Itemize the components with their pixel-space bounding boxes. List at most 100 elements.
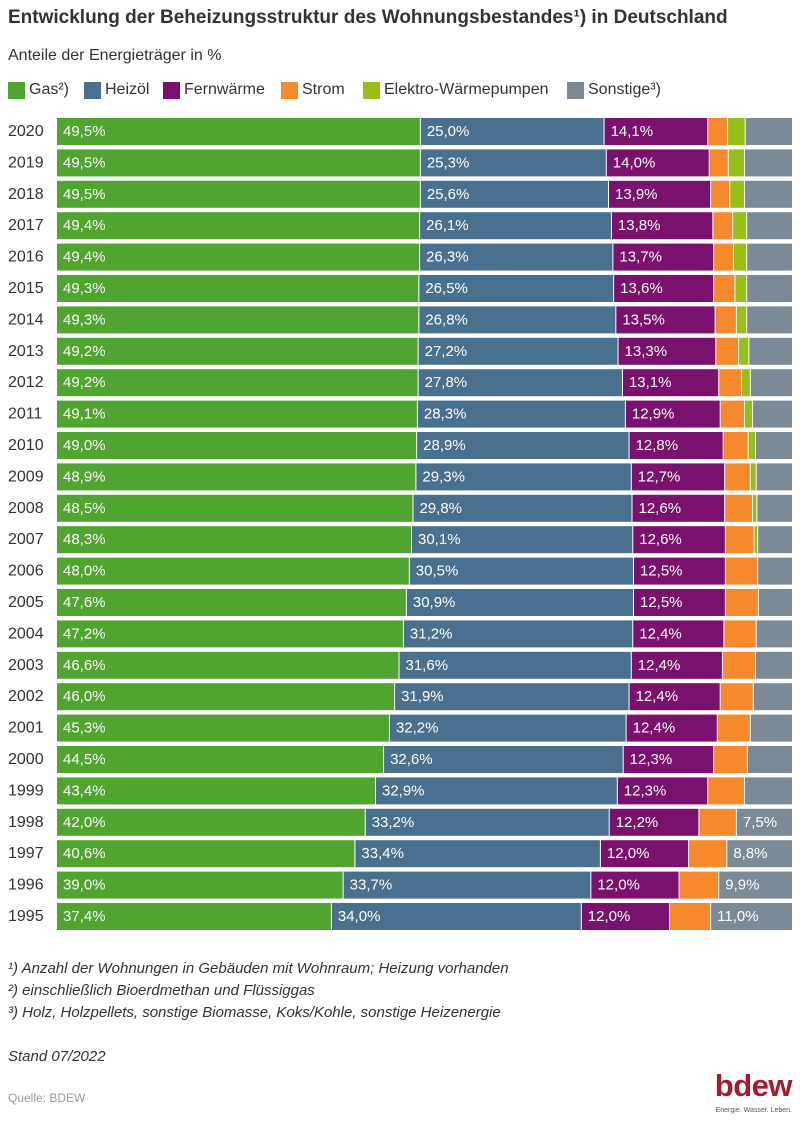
bar-segment-elektro-waermepumpen-2014 [736, 306, 747, 334]
bar-segment-sonstige-2016 [747, 243, 792, 271]
value-label-gas-2009: 48,9% [63, 468, 106, 485]
year-label-2020: 2020 [8, 123, 44, 140]
bar-segment-heizoel-2017 [420, 212, 611, 240]
value-label-heizoel-2008: 29,8% [419, 500, 462, 517]
footnotes: ¹) Anzahl der Wohnungen in Gebäuden mit … [8, 958, 509, 1024]
bar-segment-fernwaerme-1996 [591, 871, 679, 899]
year-label-2011: 2011 [8, 406, 43, 423]
bar-segment-heizoel-2012 [418, 369, 622, 397]
value-label-fernwaerme-1995: 12,0% [588, 908, 631, 925]
bar-row-2012: 2012 49,2% 27,8% 13,1% [8, 369, 792, 397]
value-label-gas-1998: 42,0% [63, 814, 106, 831]
legend-swatch-elektro-waermepumpen [363, 81, 380, 99]
bar-segment-fernwaerme-2002 [629, 683, 720, 711]
bar-segment-sonstige-2000 [747, 746, 792, 773]
value-label-fernwaerme-2012: 13,1% [629, 374, 672, 391]
bar-segment-fernwaerme-2020 [604, 118, 708, 145]
bar-row-1997: 1997 40,6% 33,4% 12,0% 8,8% [8, 840, 792, 868]
bar-segment-strom-2008 [725, 494, 753, 522]
value-label-heizoel-2019: 25,3% [427, 154, 470, 171]
year-label-2005: 2005 [8, 594, 44, 611]
bar-segment-heizoel-1997 [355, 840, 600, 868]
bar-segment-gas-2016 [57, 243, 420, 271]
value-label-heizoel-2020: 25,0% [427, 123, 470, 140]
value-label-gas-2019: 49,5% [63, 154, 106, 171]
bar-segment-heizoel-2016 [420, 243, 613, 271]
value-label-heizoel-2017: 26,1% [426, 217, 469, 234]
bar-row-2004: 2004 47,2% 31,2% 12,4% [8, 620, 792, 648]
legend-swatch-gas [8, 81, 25, 99]
bar-row-2014: 2014 49,3% 26,8% 13,5% [8, 306, 792, 334]
value-label-gas-2011: 49,1% [63, 406, 106, 423]
bar-segment-sonstige-2014 [747, 306, 792, 334]
bar-segment-gas-2019 [57, 149, 420, 177]
value-label-heizoel-2009: 29,3% [422, 468, 465, 485]
bar-segment-sonstige-2013 [749, 337, 792, 365]
bar-segment-gas-2010 [57, 432, 417, 459]
bar-segment-fernwaerme-2003 [631, 651, 722, 679]
bar-segment-gas-2011 [57, 400, 417, 428]
bar-segment-gas-2020 [57, 118, 420, 145]
bar-segment-strom-2019 [709, 149, 728, 177]
bar-segment-sonstige-2010 [755, 432, 792, 459]
bar-segment-gas-1996 [57, 871, 343, 899]
value-label-heizoel-2002: 31,9% [401, 688, 444, 705]
bar-segment-fernwaerme-2010 [629, 432, 723, 459]
bar-segment-strom-2018 [711, 180, 730, 208]
bar-segment-sonstige-1995 [711, 903, 792, 930]
bar-segment-elektro-waermepumpen-2018 [730, 180, 744, 208]
value-label-gas-2003: 46,6% [63, 657, 106, 674]
value-label-heizoel-1996: 33,7% [350, 877, 393, 894]
legend-label-sonstige: Sonstige³) [588, 81, 661, 98]
bar-segment-elektro-waermepumpen-2019 [728, 149, 744, 177]
bar-segment-heizoel-1998 [365, 808, 609, 836]
bar-row-2000: 2000 44,5% 32,6% 12,3% [8, 746, 792, 773]
bar-row-2003: 2003 46,6% 31,6% 12,4% [8, 651, 792, 679]
value-label-heizoel-2018: 25,6% [427, 186, 470, 203]
bar-segment-strom-2005 [725, 589, 758, 616]
bar-segment-heizoel-2015 [419, 275, 614, 302]
bar-row-2013: 2013 49,2% 27,2% 13,3% [8, 337, 792, 365]
chart-title: Entwicklung der Beheizungsstruktur des W… [8, 7, 728, 28]
year-label-2008: 2008 [8, 500, 44, 517]
value-label-sonstige-1998: 7,5% [743, 814, 777, 831]
bar-segment-fernwaerme-2017 [611, 212, 713, 240]
bdew-logo: bdew Energie. Wasser. Leben. [715, 1070, 793, 1115]
bar-segment-fernwaerme-2007 [633, 526, 725, 554]
bar-segment-elektro-waermepumpen-2008 [753, 494, 757, 522]
bar-segment-strom-1998 [699, 808, 736, 836]
bar-segment-strom-2016 [714, 243, 733, 271]
bar-segment-gas-1999 [57, 777, 375, 805]
bar-row-1999: 1999 43,4% 32,9% 12,3% [8, 777, 792, 805]
bar-row-2001: 2001 45,3% 32,2% 12,4% [8, 714, 792, 742]
value-label-heizoel-2006: 30,5% [416, 563, 459, 580]
year-label-2009: 2009 [8, 468, 44, 485]
year-label-2004: 2004 [8, 625, 44, 642]
bar-segment-gas-1995 [57, 903, 331, 930]
bar-segment-gas-2009 [57, 463, 416, 491]
legend-swatch-heizoel [84, 81, 101, 99]
bar-segment-gas-1997 [57, 840, 355, 868]
value-label-gas-2002: 46,0% [63, 688, 106, 705]
value-label-fernwaerme-1998: 12,2% [616, 814, 659, 831]
value-label-fernwaerme-2009: 12,7% [638, 468, 681, 485]
bar-segment-elektro-waermepumpen-2012 [742, 369, 750, 397]
value-label-fernwaerme-2013: 13,3% [625, 343, 668, 360]
legend-label-elektro-waermepumpen: Elektro-Wärmepumpen [384, 81, 549, 98]
bar-segment-heizoel-1996 [343, 871, 591, 899]
source-note: Quelle: BDEW [8, 1091, 86, 1105]
value-label-gas-2001: 45,3% [63, 720, 106, 737]
bar-segment-strom-2012 [719, 369, 742, 397]
bar-segment-heizoel-2005 [406, 589, 633, 616]
bar-segment-fernwaerme-2009 [631, 463, 725, 491]
value-label-gas-1999: 43,4% [63, 782, 106, 799]
value-label-fernwaerme-2000: 12,3% [630, 751, 673, 768]
bar-segment-fernwaerme-2001 [626, 714, 717, 742]
legend-item-gas: Gas²) [8, 80, 69, 100]
bar-segment-gas-2004 [57, 620, 403, 648]
value-label-gas-2013: 49,2% [63, 343, 106, 360]
value-label-fernwaerme-2014: 13,5% [622, 311, 665, 328]
bar-segment-sonstige-1998 [736, 808, 792, 836]
value-label-gas-2005: 47,6% [63, 594, 106, 611]
bar-segment-strom-2007 [725, 526, 754, 554]
